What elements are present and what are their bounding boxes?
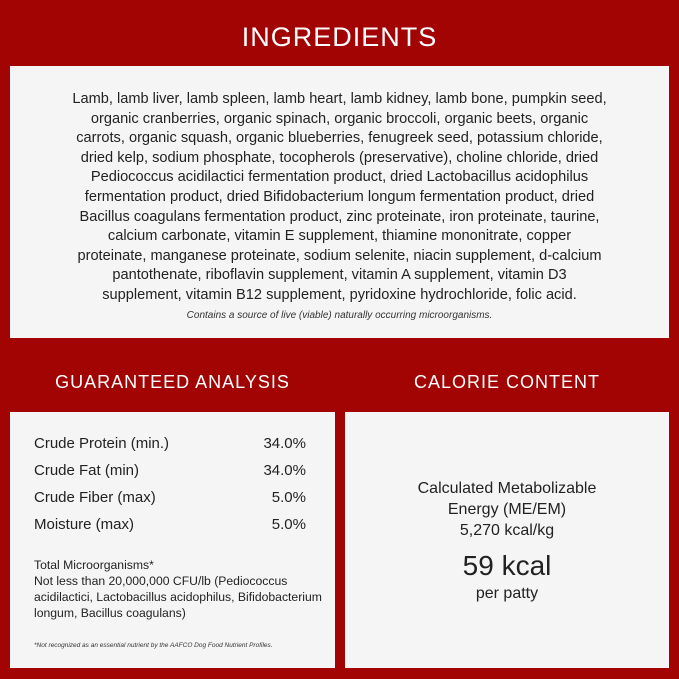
analysis-label: Crude Protein (min.) [34, 435, 170, 452]
calorie-line-1: Calculated Metabolizable [417, 480, 597, 497]
analysis-row: Crude Fiber (max) 5.0% [34, 489, 306, 506]
analysis-value: 34.0% [263, 462, 306, 479]
guaranteed-analysis-panel: Crude Protein (min.) 34.0% Crude Fat (min… [10, 412, 335, 668]
calorie-content-heading: CALORIE CONTENT [413, 372, 601, 392]
ingredients-line: fermentation product, dried Bifidobacter… [84, 188, 595, 205]
ingredients-line: supplement, vitamin B12 supplement, pyri… [102, 286, 577, 303]
ingredients-note: Contains a source of live (viable) natur… [186, 310, 493, 321]
analysis-value: 34.0% [263, 435, 306, 452]
microorganisms-title: Total Microorganisms* [34, 558, 154, 572]
ingredients-line: Pediococcus acidilactici fermentation pr… [90, 169, 589, 186]
ingredients-line: carrots, organic squash, organic blueber… [76, 130, 603, 147]
analysis-row: Moisture (max) 5.0% [34, 516, 306, 533]
analysis-label: Crude Fat (min) [34, 462, 140, 479]
calorie-kcal-kg: 5,270 kcal/kg [459, 522, 555, 539]
ingredients-list: Lamb, lamb liver, lamb spleen, lamb hear… [10, 90, 669, 306]
ingredients-panel: Lamb, lamb liver, lamb spleen, lamb hear… [10, 66, 669, 338]
ingredients-line: Bacillus coagulans fermentation product,… [79, 208, 600, 225]
ingredients-line: pantothenate, riboflavin supplement, vit… [112, 267, 567, 284]
calorie-line-2: Energy (ME/EM) [447, 501, 567, 518]
ingredients-line: calcium carbonate, vitamin E supplement,… [107, 228, 572, 245]
ingredients-line: Lamb, lamb liver, lamb spleen, lamb hear… [72, 91, 607, 107]
microorganisms-text: Not less than 20,000,000 CFU/lb (Pedioco… [34, 574, 322, 620]
microorganisms-info: Total Microorganisms* Not less than 20,0… [34, 557, 324, 621]
analysis-label: Moisture (max) [34, 516, 135, 533]
ingredients-line: proteinate, manganese proteinate, sodium… [77, 247, 602, 264]
analysis-row: Crude Fat (min) 34.0% [34, 462, 306, 479]
ingredients-heading: INGREDIENTS [241, 22, 438, 52]
analysis-value: 5.0% [271, 516, 306, 533]
guaranteed-analysis-heading: GUARANTEED ANALYSIS [55, 372, 290, 392]
calorie-per-patty-label: per patty [475, 585, 539, 602]
calorie-per-patty-value: 59 kcal [462, 550, 552, 581]
analysis-value: 5.0% [271, 489, 306, 506]
ingredients-line: organic cranberries, organic spinach, or… [90, 110, 589, 127]
ingredients-line: dried kelp, sodium phosphate, tocopherol… [80, 149, 599, 166]
analysis-row: Crude Protein (min.) 34.0% [34, 435, 306, 452]
calorie-content-panel: Calculated Metabolizable Energy (ME/EM) … [345, 412, 669, 668]
analysis-label: Crude Fiber (max) [34, 489, 156, 506]
footnote: *Not recognized as an essential nutrient… [34, 642, 273, 649]
